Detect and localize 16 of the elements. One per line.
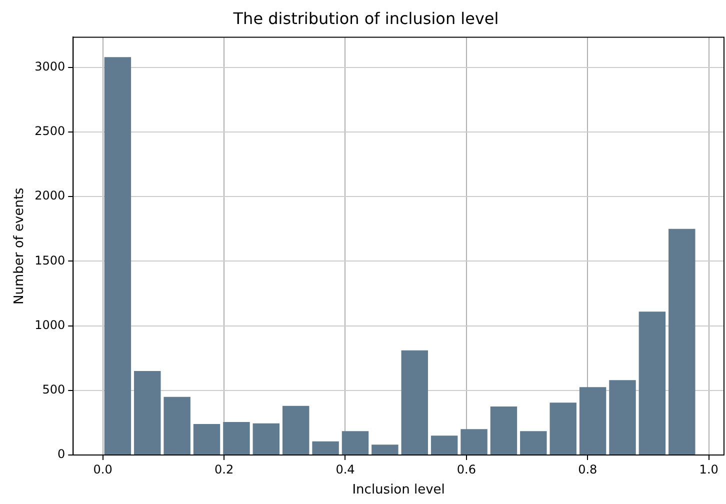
y-tick-label: 1500 [34,253,66,268]
y-tick-label: 500 [42,382,66,397]
y-tick-label: 2000 [34,188,66,203]
y-axis-title: Number of events [12,187,28,305]
y-tick-label: 2500 [34,124,66,138]
x-tick-label: 1.0 [699,462,718,476]
y-tick-label: 3000 [34,60,66,74]
x-tick-label: 0.6 [456,462,476,476]
y-tick-label: 0 [58,447,66,462]
x-tick-label: 0.0 [93,462,112,476]
chart-title: The distribution of inclusion level [232,8,499,28]
x-tick-label: 0.8 [578,462,598,476]
x-axis-title: Inclusion level [352,482,445,498]
x-tick-label: 0.4 [336,462,355,476]
y-tick-label: 1000 [34,318,66,332]
x-tick-label: 0.2 [214,462,234,476]
